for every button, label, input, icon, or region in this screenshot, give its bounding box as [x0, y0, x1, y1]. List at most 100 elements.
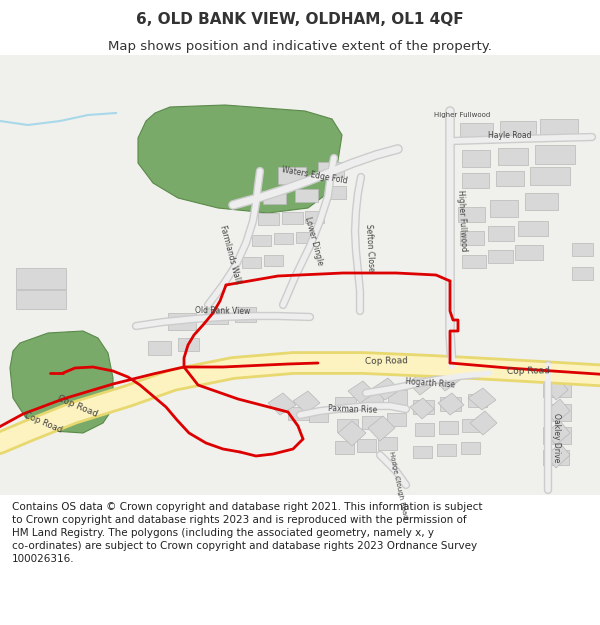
Bar	[458, 207, 485, 222]
Bar	[415, 423, 434, 436]
Bar	[309, 409, 328, 422]
Bar	[535, 145, 575, 164]
Bar	[305, 211, 324, 223]
Text: Waters Edge Fold: Waters Edge Fold	[281, 165, 349, 185]
Polygon shape	[546, 399, 570, 423]
Bar	[325, 186, 346, 199]
Bar	[439, 421, 458, 434]
Polygon shape	[293, 391, 320, 413]
Polygon shape	[368, 416, 395, 441]
Bar	[460, 123, 493, 143]
Text: Lower Dingle: Lower Dingle	[303, 216, 325, 266]
Polygon shape	[268, 393, 296, 415]
Bar	[335, 397, 356, 412]
Bar	[357, 439, 376, 452]
Bar	[462, 419, 481, 432]
Bar	[515, 245, 543, 260]
Bar	[413, 446, 432, 458]
Polygon shape	[373, 378, 400, 400]
Bar	[242, 257, 261, 268]
Polygon shape	[546, 443, 570, 468]
Bar	[572, 267, 593, 280]
Bar	[178, 338, 199, 351]
Bar	[540, 119, 578, 140]
Bar	[318, 162, 344, 177]
Text: Map shows position and indicative extent of the property.: Map shows position and indicative extent…	[108, 39, 492, 52]
Bar	[543, 380, 571, 397]
Text: Paxman Rise: Paxman Rise	[328, 404, 378, 414]
Bar	[437, 444, 456, 456]
Bar	[572, 243, 593, 256]
Bar	[518, 221, 548, 236]
Bar	[362, 392, 383, 407]
Bar	[288, 407, 309, 420]
Bar	[258, 213, 279, 225]
Bar	[378, 437, 397, 450]
Bar	[264, 255, 283, 266]
Text: Cop Road: Cop Road	[56, 394, 100, 419]
Bar	[530, 167, 570, 185]
Text: Hogarth Rise: Hogarth Rise	[405, 377, 455, 389]
Bar	[461, 442, 480, 454]
Bar	[263, 191, 286, 204]
Text: Higher Fullwood: Higher Fullwood	[434, 112, 490, 118]
Bar	[440, 397, 461, 411]
Bar	[205, 309, 228, 324]
Bar	[496, 171, 524, 186]
Text: 6, OLD BANK VIEW, OLDHAM, OL1 4QF: 6, OLD BANK VIEW, OLDHAM, OL1 4QF	[136, 12, 464, 27]
Polygon shape	[468, 388, 496, 410]
Bar	[168, 313, 196, 330]
Polygon shape	[433, 368, 460, 391]
Bar	[16, 290, 66, 309]
Polygon shape	[10, 331, 113, 433]
Polygon shape	[470, 411, 497, 435]
Text: Higher Fullwood: Higher Fullwood	[456, 190, 468, 252]
Polygon shape	[348, 381, 375, 403]
Bar	[274, 233, 293, 244]
Bar	[490, 200, 518, 217]
Bar	[525, 193, 558, 210]
Polygon shape	[408, 373, 433, 395]
Text: Contains OS data © Crown copyright and database right 2021. This information is : Contains OS data © Crown copyright and d…	[12, 501, 482, 564]
Bar	[460, 231, 484, 245]
Bar	[335, 441, 354, 454]
Polygon shape	[546, 378, 568, 400]
Text: Cop Road: Cop Road	[506, 366, 550, 376]
Bar	[543, 427, 571, 444]
Text: Sefton Close: Sefton Close	[364, 224, 376, 272]
Bar	[278, 167, 306, 184]
Polygon shape	[338, 421, 366, 446]
Text: Old Bank View: Old Bank View	[196, 306, 251, 316]
Bar	[462, 150, 490, 167]
Bar	[235, 307, 256, 322]
Bar	[488, 226, 514, 241]
Bar	[296, 232, 315, 243]
Polygon shape	[138, 105, 342, 213]
Text: Hayle Road: Hayle Road	[488, 131, 532, 141]
Bar	[468, 394, 487, 407]
Bar	[16, 268, 66, 289]
Bar	[462, 255, 486, 268]
Bar	[387, 413, 406, 426]
Bar	[337, 419, 358, 432]
Bar	[295, 189, 318, 202]
Bar	[543, 450, 569, 465]
Text: Farmlands Walk: Farmlands Walk	[218, 224, 242, 286]
Text: Hodge Clough Road: Hodge Clough Road	[388, 451, 408, 519]
Bar	[462, 173, 489, 188]
Bar	[148, 341, 171, 355]
Bar	[252, 235, 271, 246]
Bar	[413, 400, 434, 414]
Bar	[545, 404, 571, 421]
Bar	[500, 121, 536, 140]
Polygon shape	[546, 421, 570, 445]
Text: Cop Road: Cop Road	[364, 356, 407, 366]
Bar	[388, 390, 407, 405]
Polygon shape	[410, 398, 434, 419]
Polygon shape	[438, 393, 464, 415]
Text: Cop Road: Cop Road	[23, 411, 63, 435]
Text: Oakley Drive: Oakley Drive	[551, 413, 560, 462]
Bar	[498, 148, 528, 165]
Bar	[282, 212, 303, 224]
Bar	[488, 250, 513, 263]
